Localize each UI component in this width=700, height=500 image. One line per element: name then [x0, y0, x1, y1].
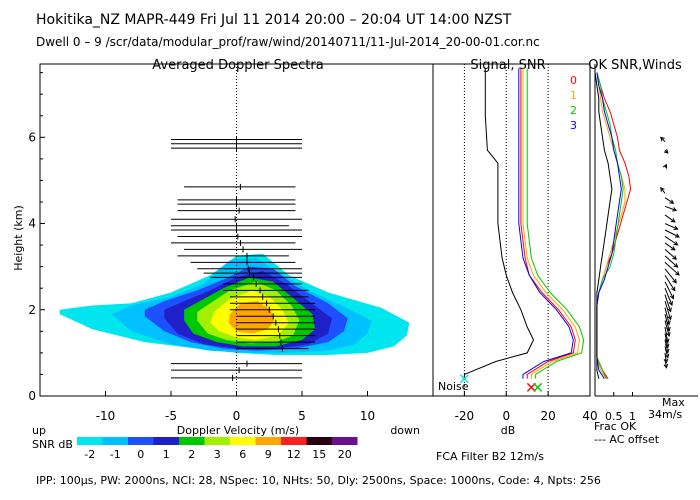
up-label: up: [32, 424, 46, 437]
ac-offset-label: --- AC offset: [594, 433, 660, 446]
snr-marker: [534, 383, 542, 391]
snr-panel: -20 0 20 40 0 1 2 3: [433, 64, 598, 423]
y-tick-label: 0: [28, 389, 36, 403]
figure-subtitle: Dwell 0 – 9 /scr/data/modular_prof/raw/w…: [36, 35, 540, 49]
fca-filter-label: FCA Filter B2 12m/s: [436, 450, 544, 463]
x-tick-label: 10: [360, 409, 375, 423]
frac-ok-line-Noise: [595, 73, 612, 379]
snr-legend-level: 12: [287, 448, 301, 461]
snr-legend-swatch: [154, 437, 180, 445]
snr-legend-swatch: [307, 437, 333, 445]
snr-legend-level: 6: [239, 448, 246, 461]
x-tick-label: 5: [298, 409, 306, 423]
snr-legend-swatch: [281, 437, 307, 445]
snr-legend-level: 1: [163, 448, 170, 461]
snr-legend-level: 0: [137, 448, 144, 461]
snr-legend: -2 -1 0 1 2 3 6 9 12 15 20: [77, 437, 358, 461]
snr-legend-level: -1: [110, 448, 121, 461]
snr-legend-swatch: [256, 437, 282, 445]
db-axis-label: dB: [501, 424, 516, 437]
snr-legend-swatch: [77, 437, 103, 445]
snr-legend-3: 3: [570, 119, 577, 132]
snr-legend-swatch: [128, 437, 154, 445]
y-tick-label: 2: [28, 303, 36, 317]
snr-x-tick-label: 20: [540, 409, 555, 423]
snr-legend-swatch: [205, 437, 231, 445]
footer-params: IPP: 100µs, PW: 2000ns, NCI: 28, NSpec: …: [36, 474, 601, 487]
snr-legend-title: SNR dB: [32, 438, 73, 451]
max-value: 34m/s: [648, 408, 682, 421]
snr-x-tick-label: -20: [455, 409, 475, 423]
down-label: down: [390, 424, 420, 437]
figure-title: Hokitika_NZ MAPR-449 Fri Jul 11 2014 20:…: [36, 12, 512, 28]
snr-legend-swatch: [230, 437, 256, 445]
y-axis-label: Height (km): [12, 205, 25, 271]
x-tick-label: -5: [165, 409, 177, 423]
y-tick-label: 4: [28, 217, 36, 231]
snr-legend-1: 1: [570, 89, 577, 102]
snr-legend-level: 15: [312, 448, 326, 461]
snr-legend-level: 20: [338, 448, 352, 461]
wind-vector: [665, 236, 678, 244]
noise-label: Noise: [438, 380, 469, 393]
x-tick-label: -10: [96, 409, 116, 423]
snr-border: [433, 64, 590, 396]
wind-vector-head: [663, 165, 666, 169]
wind-vector: [665, 275, 675, 290]
snr-x-tick-label: 0: [502, 409, 510, 423]
radar-profiler-figure: Hokitika_NZ MAPR-449 Fri Jul 11 2014 20:…: [0, 0, 700, 500]
frac-ok-line-0: [597, 73, 631, 379]
doppler-axis-label: Doppler Velocity (m/s): [177, 424, 299, 437]
snr-legend-2: 2: [570, 104, 577, 117]
wind-panel: 0.5 1: [595, 64, 698, 423]
snr-legend-swatch: [179, 437, 205, 445]
y-tick-label: 6: [28, 130, 36, 144]
wind-panel-title: OK SNR,Winds: [588, 58, 682, 73]
wind-vector: [665, 230, 679, 237]
x-tick-label: 0: [233, 409, 241, 423]
snr-legend-level: -2: [84, 448, 95, 461]
snr-legend-level: 2: [188, 448, 195, 461]
frac-ok-label: Frac OK: [594, 420, 637, 433]
snr-legend-level: 9: [265, 448, 272, 461]
snr-legend-swatch: [332, 437, 358, 445]
spectra-frame: -10 -5 0 5 10 0 2 4 6: [28, 64, 433, 423]
snr-legend-level: 3: [214, 448, 221, 461]
spectra-panel-title: Averaged Doppler Spectra: [152, 58, 323, 73]
snr-legend-0: 0: [570, 74, 577, 87]
snr-panel-title: Signal, SNR: [470, 58, 545, 73]
frac-ok-line-1: [597, 73, 625, 379]
frac-ok-line-2: [597, 73, 623, 379]
snr-legend-swatch: [103, 437, 129, 445]
